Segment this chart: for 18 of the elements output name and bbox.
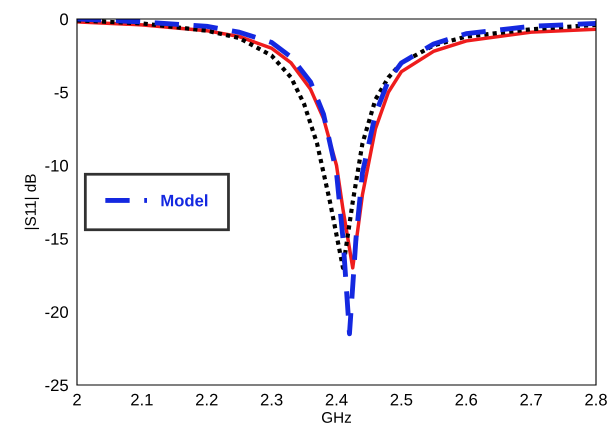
- y-tick-label: -10: [45, 160, 68, 172]
- x-axis-title: GHz: [322, 412, 352, 423]
- x-tick-label: 2.8: [585, 394, 607, 406]
- legend-label: Model: [161, 194, 208, 206]
- y-tick-label: -20: [45, 306, 68, 318]
- y-tick-label: -25: [45, 379, 68, 392]
- x-tick-label: 2.6: [456, 394, 478, 406]
- x-tick-label: 2.3: [260, 394, 282, 406]
- x-tick-label: 2: [73, 394, 81, 406]
- x-tick-label: 2.7: [520, 394, 542, 406]
- y-axis-title: |S11| dB: [24, 174, 40, 230]
- y-tick-label: -5: [54, 86, 68, 98]
- x-tick-label: 2.2: [196, 394, 218, 406]
- x-tick-label: 2.4: [326, 394, 348, 406]
- y-tick-label: -15: [45, 233, 68, 245]
- x-tick-label: 2.1: [131, 394, 153, 406]
- y-tick-label: 0: [60, 13, 68, 26]
- x-tick-label: 2.5: [390, 394, 412, 406]
